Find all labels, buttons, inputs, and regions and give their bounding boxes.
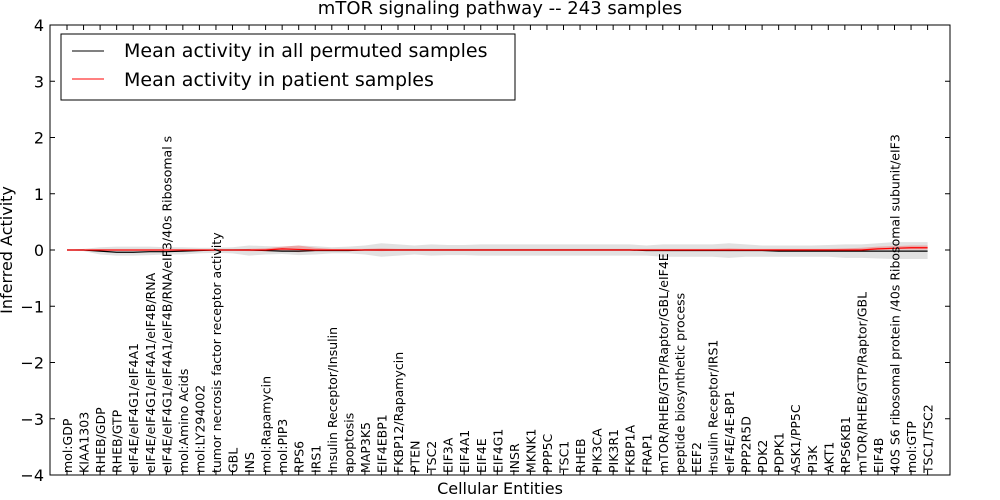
legend: Mean activity in all permuted samples Me… <box>60 33 516 101</box>
x-tick-label: PIK3CA <box>590 428 605 473</box>
x-tick-label: TSC2 <box>424 441 439 474</box>
x-tick-label: AKT1 <box>821 442 836 473</box>
x-tick-label: RPS6KB1 <box>838 416 853 473</box>
x-tick-label: TSC1/TSC2 <box>921 404 936 474</box>
x-tick-label: eIF4E/eIF4G1/eIF4A1/eIF4B/RNA/eIF3/40s R… <box>159 136 174 473</box>
x-tick-label: EIF4G1 <box>490 429 505 473</box>
x-tick-label: MAP3K5 <box>358 422 373 473</box>
x-tick-label: Insulin Receptor/IRS1 <box>705 340 720 473</box>
x-tick-label: peptide biosynthetic process <box>672 293 687 473</box>
x-tick-label: EEF2 <box>689 442 704 473</box>
x-tick-label: RPS6 <box>292 441 307 473</box>
legend-box <box>60 33 516 101</box>
y-tick-label: −3 <box>20 410 44 429</box>
x-tick-label: GBL <box>226 448 241 473</box>
x-tick-label: EIF4A1 <box>457 430 472 473</box>
x-tick-label: apoptosis <box>341 413 356 473</box>
x-tick-label: FRAP1 <box>639 434 654 473</box>
x-tick-label: eIF4E/eIF4G1/eIF4A1 <box>126 343 141 473</box>
x-tick-label: RHEB/GDP <box>93 407 108 473</box>
x-tick-label: mol:Rapamycin <box>259 376 274 473</box>
x-tick-label: PI3K <box>805 445 820 473</box>
x-tick-label: mTOR/RHEB/GTP/Raptor/GBL/eIF4E <box>656 253 671 473</box>
x-tick-label: RHEB/GTP <box>110 409 125 473</box>
x-tick-label: RHEB <box>573 438 588 473</box>
line-patient <box>67 247 928 251</box>
x-tick-label: mol:GTP <box>904 421 919 473</box>
x-tick-label: mol:GDP <box>60 418 75 473</box>
x-tick-label: mol:PIP3 <box>275 419 290 473</box>
x-tick-label: Insulin Receptor/Insulin <box>325 327 340 473</box>
x-tick-label: mol:Amino Acids <box>176 369 191 473</box>
x-tick-label: PIK3R1 <box>606 429 621 473</box>
y-tick-label: −1 <box>20 297 44 316</box>
x-tick-label: ASK1/PP5C <box>788 404 803 473</box>
x-tick-label: INS <box>242 452 257 473</box>
x-tick-label: FKBP12/Rapamycin <box>391 352 406 473</box>
x-axis-label: Cellular Entities <box>437 479 563 498</box>
x-tick-label: mTOR/RHEB/GTP/Raptor/GBL <box>854 292 869 473</box>
x-tick-label: 40S S6 ribosomal protein /40s Ribosomal … <box>888 134 903 473</box>
y-tick-label: 0 <box>34 241 44 260</box>
x-tick-label: KIAA1303 <box>77 412 92 473</box>
y-axis-label: Inferred Activity <box>0 186 16 314</box>
x-tick-label: EIF4B <box>871 438 886 473</box>
x-tick-label: PPP2R5D <box>739 416 754 473</box>
x-tick-label: EIF4EBP1 <box>374 414 389 473</box>
x-tick-label: PTEN <box>408 441 423 473</box>
x-tick-label: tumor necrosis factor receptor activity <box>209 232 224 473</box>
x-tick-label: EIF3A <box>441 437 456 473</box>
y-tick-label: 3 <box>34 72 44 91</box>
y-tick-label: −4 <box>20 466 44 485</box>
x-tick-label: mol:LY294002 <box>192 385 207 473</box>
series-lines <box>67 247 928 253</box>
y-tick-label: −2 <box>20 354 44 373</box>
legend-label-patient: Mean activity in patient samples <box>124 69 434 91</box>
legend-label-permuted: Mean activity in all permuted samples <box>124 40 487 62</box>
x-tick-label: INSR <box>507 443 522 473</box>
y-tick-label: 4 <box>34 16 44 35</box>
x-tick-label: eIF4E/4E-BP1 <box>722 390 737 473</box>
x-tick-label: FKBP1A <box>623 425 638 473</box>
x-tick-label: TSC1 <box>557 441 572 474</box>
x-axis: mol:GDP KIAA1303 RHEB/GDP RHEB/GTP eIF4E/eIF… <box>60 25 936 475</box>
x-tick-label: IRS1 <box>308 445 323 473</box>
x-tick-label: PDK2 <box>755 440 770 473</box>
y-tick-label: 2 <box>34 129 44 148</box>
x-tick-label: MKNK1 <box>523 429 538 473</box>
chart-title: mTOR signaling pathway -- 243 samples <box>318 0 682 19</box>
x-tick-label: PPP5C <box>540 433 555 473</box>
x-tick-label: PDPK1 <box>772 432 787 473</box>
y-axis: −4 −3 −2 −1 0 1 2 3 4 <box>20 16 950 485</box>
x-tick-label: EIF4E <box>474 438 489 473</box>
y-tick-label: 1 <box>34 185 44 204</box>
x-tick-label: eIF4E/eIF4G1/eIF4A1/eIF4B/RNA <box>143 272 158 473</box>
